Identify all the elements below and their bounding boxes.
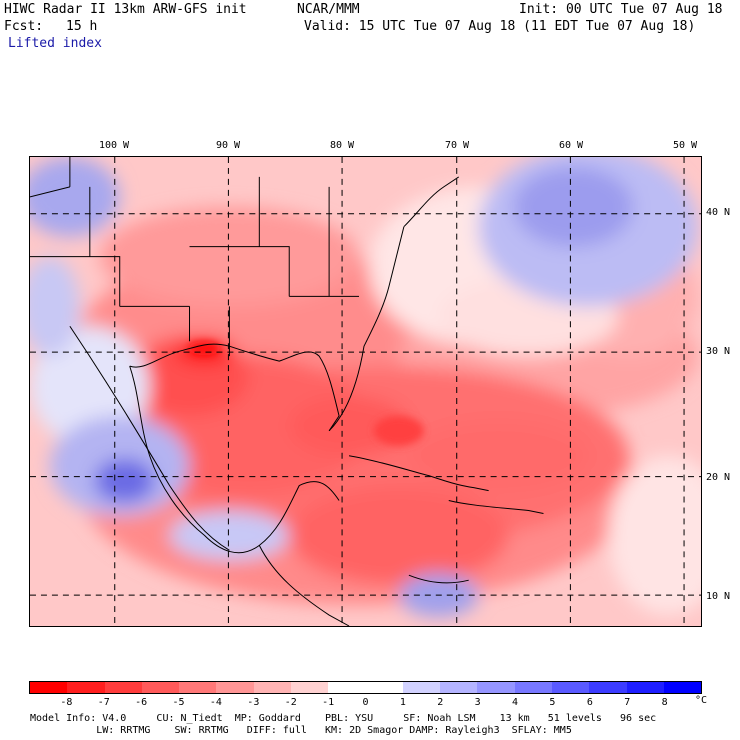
- colorbar-tick-label: 6: [586, 697, 593, 708]
- model-title: HIWC Radar II 13km ARW-GFS init: [4, 2, 247, 17]
- colorbar-swatch: [477, 682, 515, 693]
- colorbar-swatch: [551, 682, 590, 693]
- colorbar-swatch: [365, 682, 403, 693]
- lat-label-30n: 30 N: [706, 346, 731, 357]
- colorbar-tick-label: -8: [60, 697, 73, 708]
- colorbar-swatch: [67, 682, 105, 693]
- colorbar-tick-label: -5: [172, 697, 185, 708]
- colorbar-swatch: [514, 682, 552, 693]
- colorbar-tick-label: 7: [624, 697, 631, 708]
- colorbar-tick-label: -2: [284, 697, 297, 708]
- colorbar-tick-label: 0: [362, 697, 369, 708]
- field-shading: [30, 157, 701, 618]
- colorbar-tick-label: 1: [399, 697, 406, 708]
- lon-label-70w: 70 W: [444, 140, 470, 151]
- colorbar-tick-label: -3: [247, 697, 260, 708]
- valid-time: Valid: 15 UTC Tue 07 Aug 18 (11 EDT Tue …: [304, 19, 696, 34]
- lat-label-20n: 20 N: [706, 472, 731, 483]
- colorbar-tick-label: -1: [322, 697, 335, 708]
- colorbar-tick-label: 3: [474, 697, 481, 708]
- model-info-line-1: Model Info: V4.0 CU: N_Tiedt MP: Goddard…: [30, 713, 657, 724]
- colorbar-swatch: [216, 682, 254, 693]
- colorbar-tick-label: -7: [97, 697, 110, 708]
- colorbar-swatch: [440, 682, 478, 693]
- source-label: NCAR/MMM: [297, 2, 360, 17]
- field-name: Lifted index: [8, 36, 102, 51]
- lon-label-100w: 100 W: [98, 140, 130, 151]
- colorbar-tick-label: 2: [437, 697, 444, 708]
- colorbar-tick-label: 4: [512, 697, 519, 708]
- init-time: Init: 00 UTC Tue 07 Aug 18: [519, 2, 723, 17]
- latlon-grid: [30, 157, 701, 626]
- colorbar-swatch: [663, 682, 702, 693]
- lon-label-90w: 90 W: [215, 140, 241, 151]
- lon-label-50w: 50 W: [672, 140, 698, 151]
- colorbar-swatch: [589, 682, 627, 693]
- lat-label-10n: 10 N: [706, 591, 731, 602]
- colorbar-tick-label: 5: [549, 697, 556, 708]
- colorbar-swatch: [30, 682, 68, 693]
- coastlines: [30, 157, 544, 626]
- colorbar-tick-label: -6: [135, 697, 148, 708]
- lat-label-40n: 40 N: [706, 207, 731, 218]
- colorbar-swatch: [104, 682, 142, 693]
- colorbar-swatch: [141, 682, 180, 693]
- colorbar-swatch: [626, 682, 664, 693]
- colorbar-swatch: [179, 682, 217, 693]
- model-info-line-2: LW: RRTMG SW: RRTMG DIFF: full KM: 2D Sm…: [30, 725, 572, 736]
- colorbar-swatch: [253, 682, 291, 693]
- lifted-index-map: [29, 156, 702, 627]
- forecast-label: Fcst:: [4, 19, 44, 34]
- colorbar-swatch: [402, 682, 441, 693]
- colorbar-unit: °C: [695, 695, 708, 706]
- lon-label-60w: 60 W: [558, 140, 584, 151]
- colorbar-swatch: [290, 682, 329, 693]
- colorbar-swatch: [328, 682, 366, 693]
- colorbar-tick-label: 8: [661, 697, 668, 708]
- forecast-hour: 15 h: [66, 19, 98, 34]
- colorbar-tick-label: -4: [209, 697, 222, 708]
- lon-label-80w: 80 W: [329, 140, 355, 151]
- colorbar: [29, 681, 702, 694]
